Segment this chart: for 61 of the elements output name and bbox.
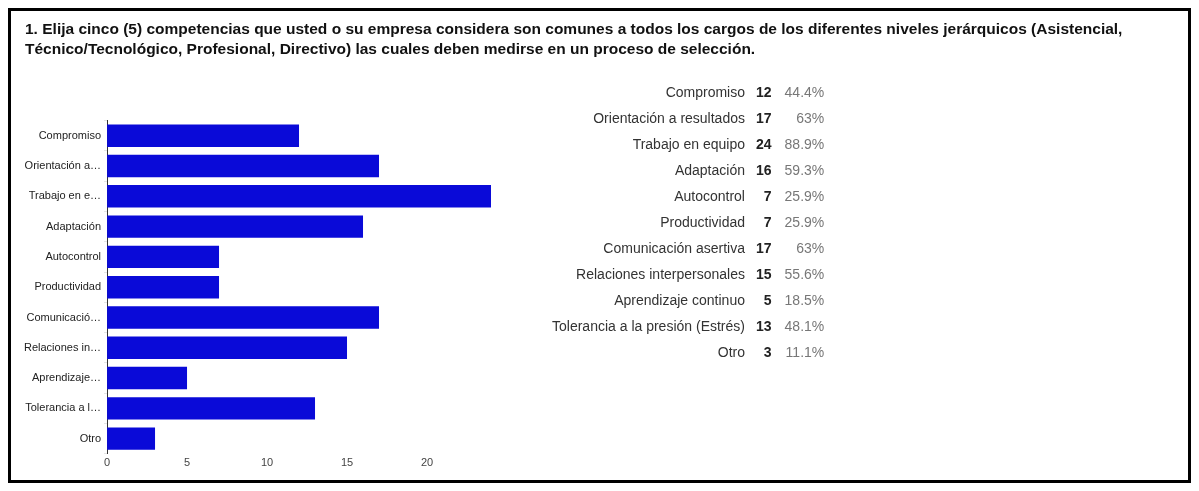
data-label: 5 bbox=[762, 291, 773, 310]
bar bbox=[107, 154, 380, 178]
category-label: Trabajo en equipo bbox=[631, 135, 746, 154]
data-label: 12 bbox=[755, 83, 773, 102]
y-tick-label: Relaciones in… bbox=[23, 340, 102, 353]
bar bbox=[107, 336, 348, 359]
y-tick-label: Otro bbox=[79, 431, 102, 444]
y-tick-label: Trabajo en e… bbox=[28, 189, 102, 202]
bar bbox=[107, 427, 156, 450]
data-label: 48.1% bbox=[783, 317, 825, 336]
data-label: 59.3% bbox=[783, 161, 825, 180]
y-tick-label: Adaptación bbox=[45, 219, 102, 232]
data-label: 18.5% bbox=[783, 291, 825, 310]
x-tick-label: 20 bbox=[420, 456, 434, 469]
data-label: 63% bbox=[795, 109, 825, 128]
data-label: 3 bbox=[762, 343, 773, 362]
data-label: 17 bbox=[755, 239, 773, 258]
bar bbox=[107, 245, 220, 269]
x-tick-label: 10 bbox=[260, 456, 274, 469]
category-label: Otro bbox=[716, 343, 746, 362]
bar bbox=[107, 366, 188, 390]
data-label: 25.9% bbox=[783, 187, 825, 206]
x-tick-label: 5 bbox=[183, 456, 191, 469]
category-label: Productividad bbox=[659, 213, 746, 232]
y-tick-label: Orientación a… bbox=[24, 159, 102, 172]
bar bbox=[107, 275, 220, 299]
data-label: 17 bbox=[755, 109, 773, 128]
y-tick-label: Compromiso bbox=[38, 128, 102, 141]
data-label: 55.6% bbox=[783, 265, 825, 284]
x-tick-label: 15 bbox=[340, 456, 354, 469]
category-label: Adaptación bbox=[673, 161, 746, 180]
bar bbox=[107, 124, 300, 147]
data-label: 24 bbox=[755, 135, 773, 154]
category-label: Comunicación asertiva bbox=[602, 239, 746, 258]
category-label: Relaciones interpersonales bbox=[575, 265, 746, 284]
category-label: Aprendizaje continuo bbox=[613, 291, 746, 310]
x-tick-label: 0 bbox=[103, 456, 111, 469]
category-label: Compromiso bbox=[664, 83, 746, 102]
data-label: 88.9% bbox=[783, 135, 825, 154]
data-label: 63% bbox=[795, 239, 825, 258]
text: 1. Elija cinco (5) competencias que usted o su empresa considera son comunes a todos los cargos de los diferentes niveles jerárquicos (Asistencial, Técnico/Tecnológico, Profesional, Directivo) las cuales deben medirse en un proceso de selección. bbox=[25, 19, 1124, 59]
y-tick-label: Productividad bbox=[34, 280, 102, 293]
y-tick-label: Comunicació… bbox=[26, 310, 102, 323]
data-label: 16 bbox=[755, 161, 773, 180]
category-label: Autocontrol bbox=[673, 187, 746, 206]
data-label: 13 bbox=[755, 317, 773, 336]
bar bbox=[107, 215, 364, 238]
data-label: 11.1% bbox=[784, 343, 825, 362]
data-label: 15 bbox=[755, 265, 773, 284]
data-label: 7 bbox=[762, 213, 773, 232]
bar bbox=[107, 397, 316, 420]
y-tick-label: Aprendizaje… bbox=[31, 371, 102, 384]
data-label: 7 bbox=[762, 187, 773, 206]
data-label: 25.9% bbox=[783, 213, 825, 232]
category-label: Orientación a resultados bbox=[592, 109, 746, 128]
bar bbox=[107, 185, 491, 208]
bar bbox=[107, 306, 380, 329]
y-tick-label: Tolerancia a l… bbox=[25, 401, 102, 414]
data-label: 44.4% bbox=[783, 83, 825, 102]
category-label: Tolerancia a la presión (Estrés) bbox=[551, 317, 746, 336]
y-tick-label: Autocontrol bbox=[45, 249, 102, 262]
